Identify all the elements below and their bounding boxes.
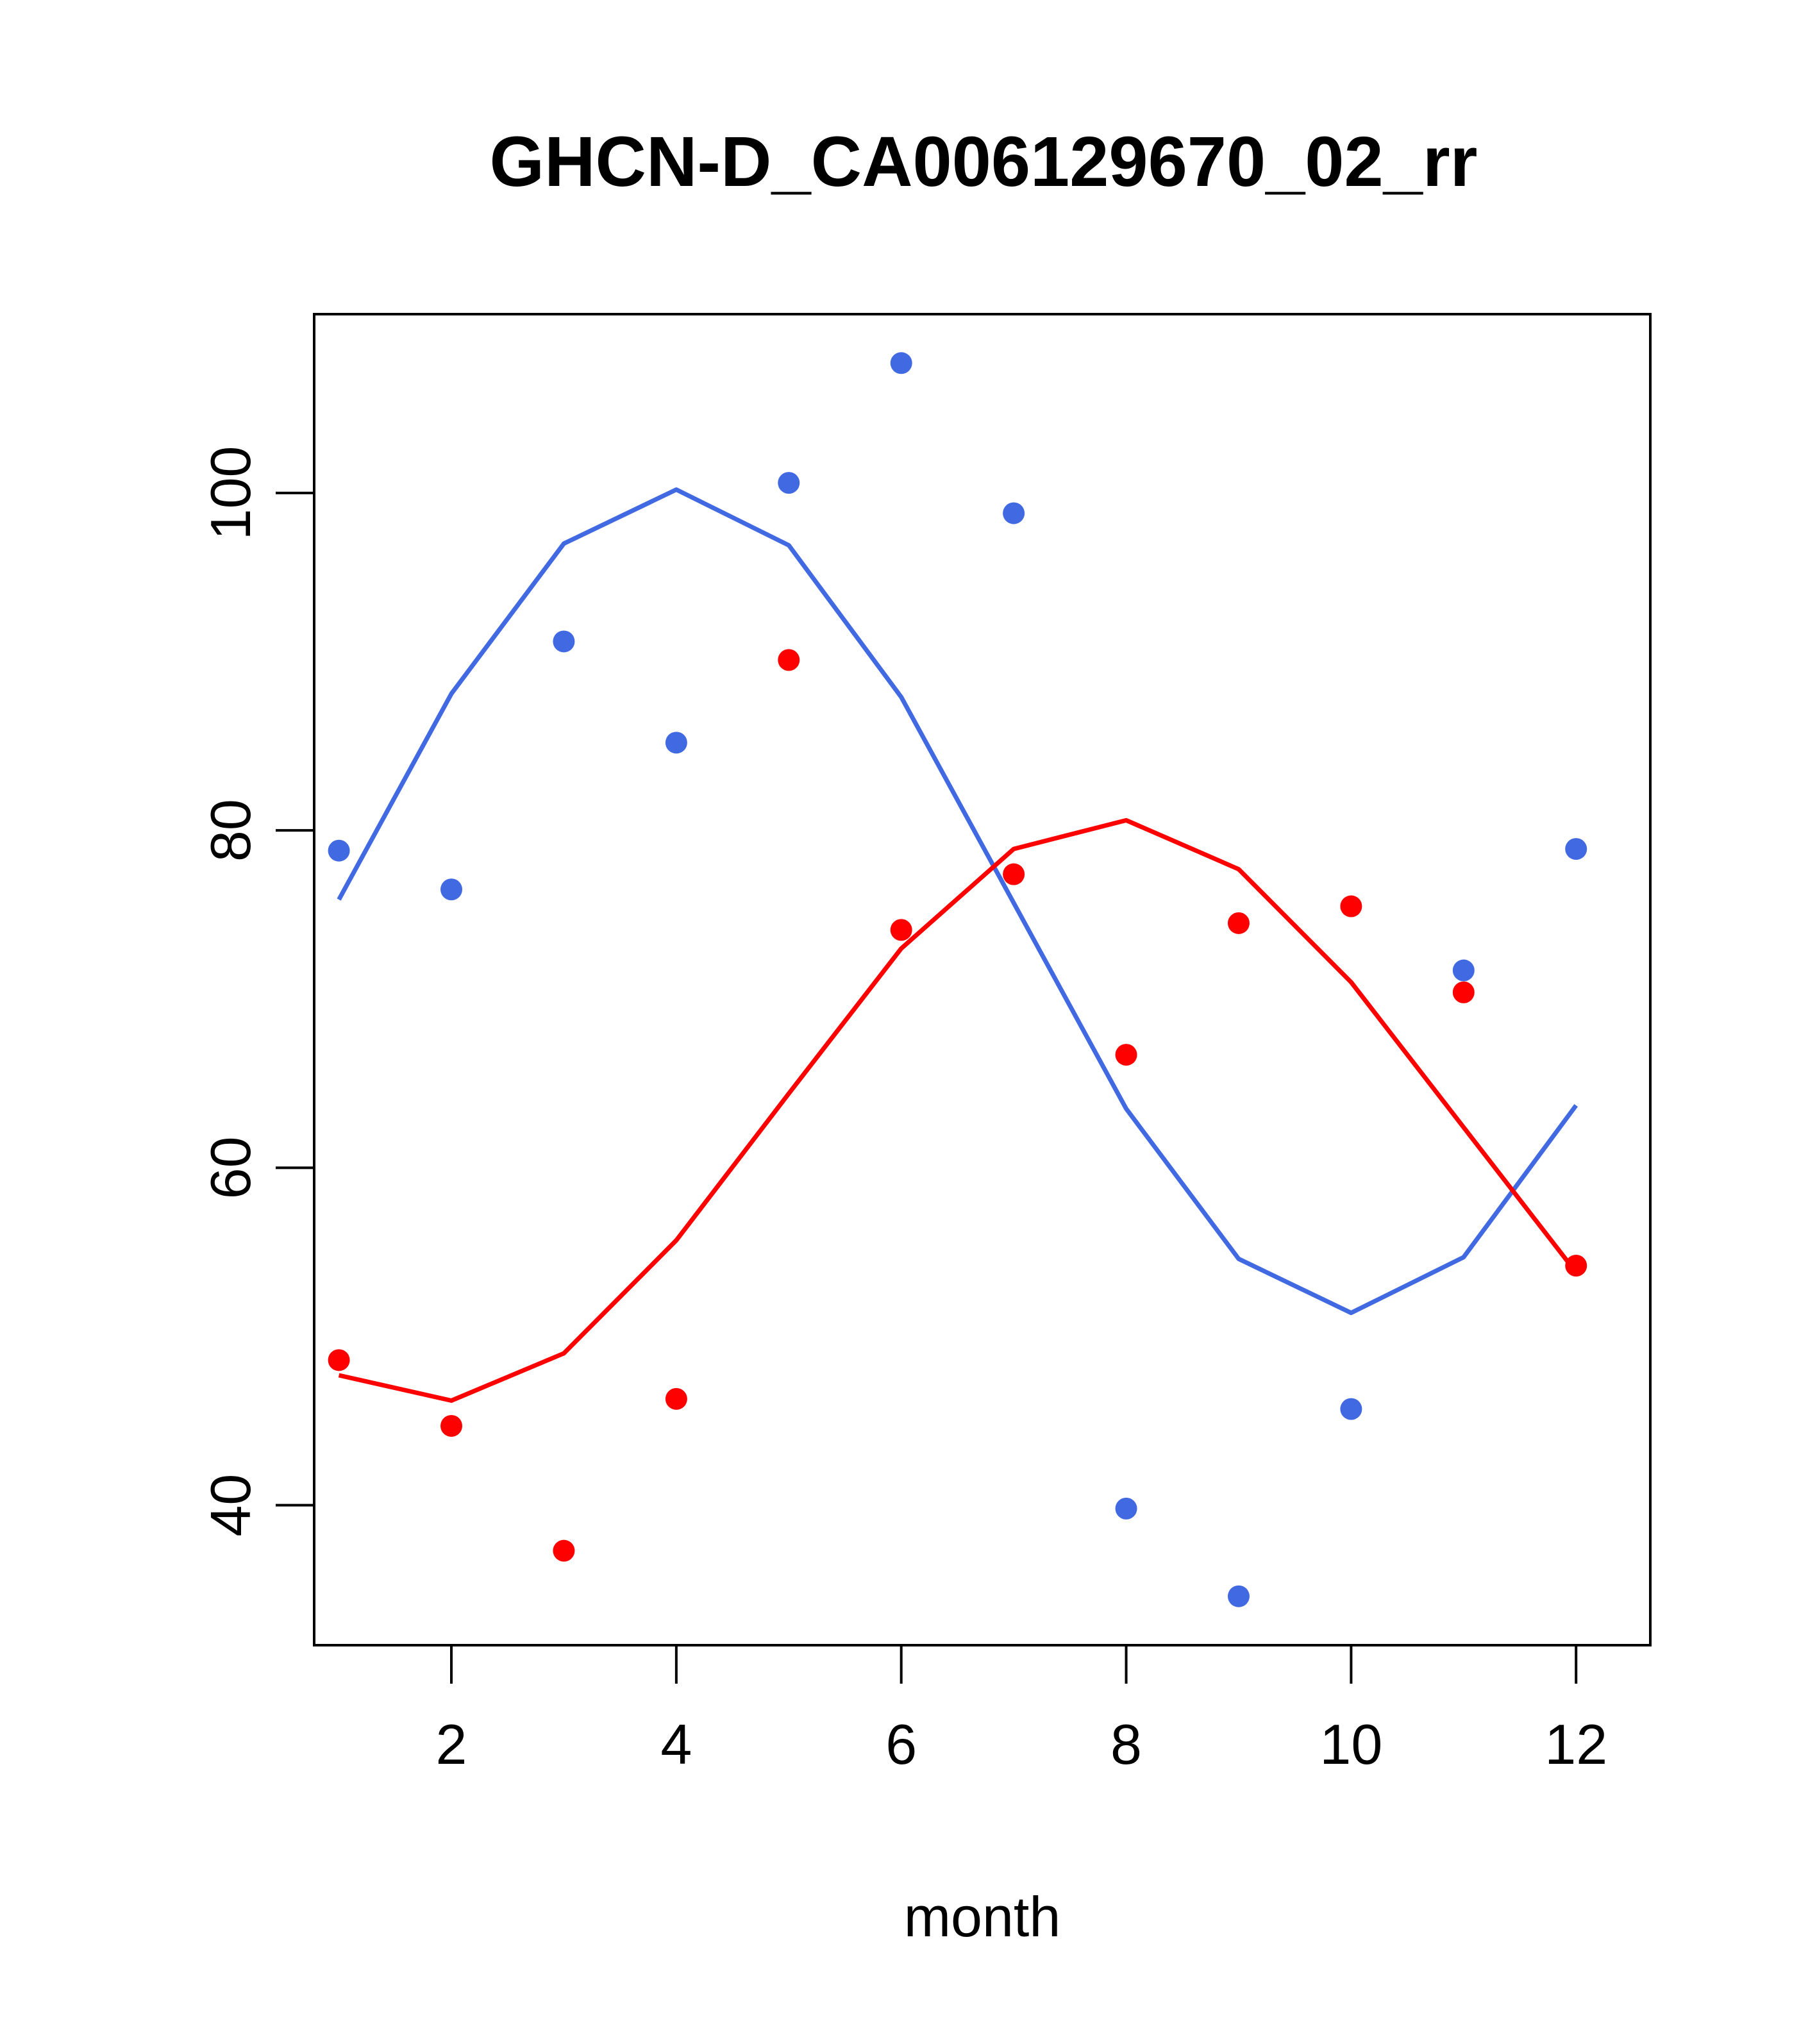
series-0-point (1452, 959, 1475, 982)
y-tick-label: 100 (199, 446, 262, 540)
x-tick-label: 6 (885, 1713, 917, 1776)
series-0-fit-line (337, 487, 1578, 1316)
series-1-point (890, 919, 912, 941)
series-1-fit-line (338, 817, 1578, 1403)
series-0-point (1227, 1585, 1250, 1607)
y-tick-label: 60 (199, 1136, 262, 1199)
x-axis: 2 4 6 8 10 12 (436, 1644, 1607, 1776)
chart-title: GHCN-D_CA006129670_02_rr (490, 122, 1478, 201)
series-0-point (440, 878, 463, 901)
series-1-point (1452, 981, 1475, 1003)
y-axis: 40 60 80 100 (199, 446, 315, 1537)
x-axis-label: month (904, 1885, 1061, 1948)
series-1-point (328, 1349, 350, 1371)
series-0-point (1340, 1398, 1362, 1420)
series-1-point (440, 1414, 463, 1437)
series-0-point (328, 839, 350, 862)
series-0-point (665, 732, 687, 754)
series-0-point (553, 630, 575, 653)
series-1-point (1340, 895, 1362, 917)
x-tick-label: 12 (1545, 1713, 1607, 1776)
series-0-point (778, 472, 800, 494)
x-tick-label: 10 (1319, 1713, 1382, 1776)
series-layer (328, 352, 1587, 1607)
series-0-point (1565, 838, 1587, 860)
series-1-point (1227, 912, 1250, 934)
series-1-point (553, 1539, 575, 1562)
series-1-point (1565, 1254, 1587, 1277)
series-1-point (778, 649, 800, 671)
series-0-point (1115, 1497, 1137, 1520)
x-tick-label: 2 (436, 1713, 467, 1776)
x-tick-label: 4 (660, 1713, 692, 1776)
series-1-point (1003, 863, 1025, 885)
y-tick-label: 80 (199, 799, 262, 862)
series-1-point (665, 1387, 687, 1410)
series-0-point (1003, 502, 1025, 524)
series-1-point (1115, 1044, 1137, 1066)
series-0-point (890, 352, 912, 374)
x-tick-label: 8 (1110, 1713, 1142, 1776)
y-tick-label: 40 (199, 1474, 262, 1537)
